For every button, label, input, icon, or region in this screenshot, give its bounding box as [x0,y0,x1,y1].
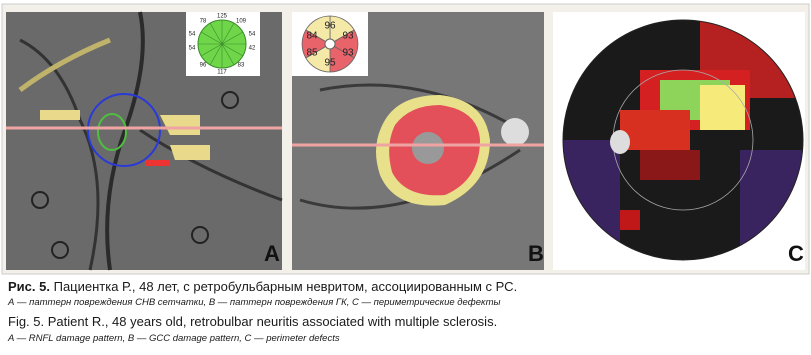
caption-label: Рис. 5. [8,279,50,294]
sector-value: 109 [236,19,247,25]
sector-value: 93 [342,31,354,42]
caption-legend: А — паттерн повреждения СНВ сетчатки, В … [8,297,501,308]
sector-value: 125 [217,14,228,20]
panel-c: C [553,12,805,270]
caption-en: Fig. 5. Patient R., 48 years old, retrob… [8,314,497,329]
sector-value: 54 [189,32,196,38]
sector-value: 96 [324,21,336,32]
panel-a: 78 125 109 54 54 54 42 96 117 83 A [6,11,283,271]
sector-value: 93 [342,48,354,59]
sector-value: 54 [189,46,196,52]
caption-text: Patient R., 48 years old, retrobulbar ne… [47,314,498,329]
caption-label: Fig. 5. [8,314,45,329]
figure: 78 125 109 54 54 54 42 96 117 83 A [1,3,810,275]
caption-ru: Рис. 5. Пациентка Р., 48 лет, с ретробул… [8,279,517,294]
panel-label: B [528,241,544,266]
sector-value: 96 [200,63,207,69]
sector-value: 83 [238,63,245,69]
sector-value: 42 [249,46,256,52]
panel-b: 96 93 93 95 85 84 B [292,12,544,270]
panel-label: C [788,241,804,266]
sector-value: 78 [200,19,207,25]
sector-value: 95 [324,58,336,69]
sector-value: 117 [217,70,227,76]
caption-legend: A — RNFL damage pattern, B — GCC damage … [8,333,340,344]
sector-value: 54 [249,32,256,38]
caption-text: Пациентка Р., 48 лет, с ретробульбарным … [53,279,518,294]
sector-value: 84 [306,31,318,42]
panel-label: A [264,241,280,266]
sector-value: 85 [306,48,318,59]
